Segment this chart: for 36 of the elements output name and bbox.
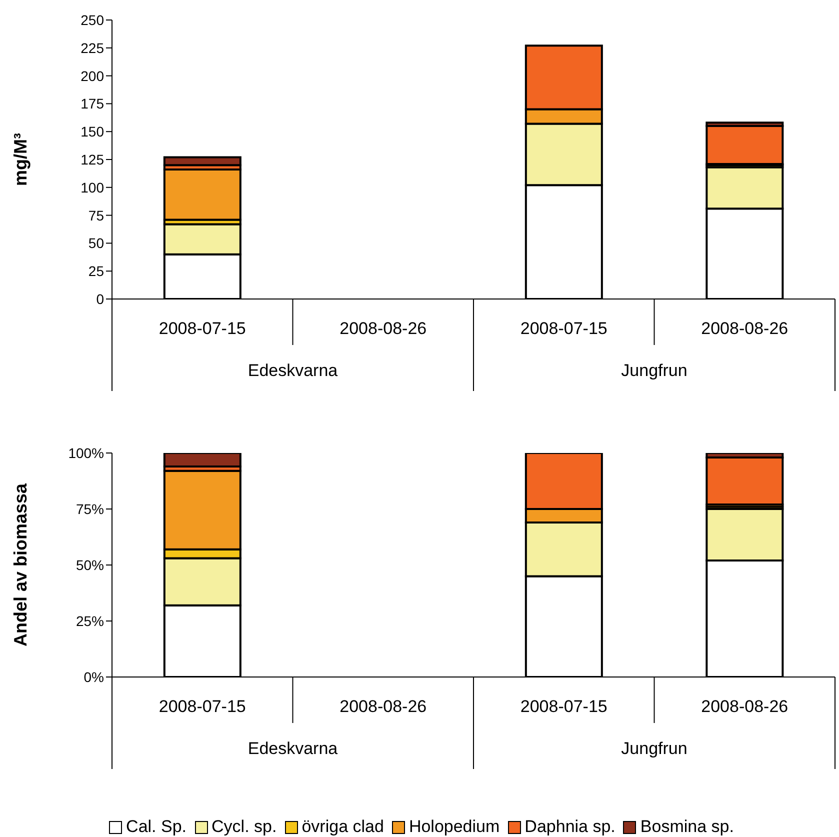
x-tick-label: 2008-07-15 — [158, 697, 246, 716]
legend-label: Bosmina sp. — [640, 817, 734, 837]
x-tick-label: 2008-07-15 — [520, 319, 608, 338]
legend-label: Holopedium — [408, 817, 500, 837]
legend-label: Cycl. sp. — [212, 817, 277, 837]
y-tick-label: 100 — [80, 179, 104, 196]
y-tick-label: 0% — [84, 668, 104, 685]
text: Edeskvarna — [248, 361, 338, 380]
x-tick-label: 2008-08-26 — [701, 319, 788, 338]
x-tick-label: 2008-07-15 — [158, 319, 246, 338]
y-tick-label: 150 — [80, 124, 104, 140]
y-tick-label: 50 — [88, 235, 104, 252]
text: Jungfrun — [621, 739, 688, 758]
y-tick-label: 125 — [80, 151, 104, 168]
y-tick-label: 25% — [76, 612, 104, 629]
y-axis-title: mg/M³ — [10, 133, 30, 186]
y-tick-label: 75% — [76, 500, 104, 517]
text: Jungfrun — [621, 361, 688, 380]
text: Edeskvarna — [248, 739, 338, 758]
y-tick-label: 175 — [80, 96, 104, 112]
y-tick-label: 225 — [80, 40, 104, 56]
y-tick-label: 0 — [96, 290, 104, 307]
y-tick-label: 25 — [88, 263, 104, 280]
legend-label: övriga clad — [302, 817, 384, 837]
y-axis-title: Andel av biomassa — [10, 482, 30, 647]
x-tick-label: 2008-08-26 — [701, 697, 788, 716]
x-tick-label: 2008-08-26 — [340, 319, 427, 338]
y-tick-label: 200 — [80, 68, 104, 84]
y-tick-label: 250 — [80, 12, 104, 28]
x-tick-label: 2008-08-26 — [340, 697, 427, 716]
y-tick-label: 50% — [76, 556, 104, 573]
x-tick-label: 2008-07-15 — [520, 697, 608, 716]
legend-label: Cal. Sp. — [126, 817, 187, 837]
y-tick-label: 75 — [88, 207, 104, 224]
legend-label: Daphnia sp. — [524, 817, 616, 837]
y-tick-label: 100% — [68, 444, 104, 461]
